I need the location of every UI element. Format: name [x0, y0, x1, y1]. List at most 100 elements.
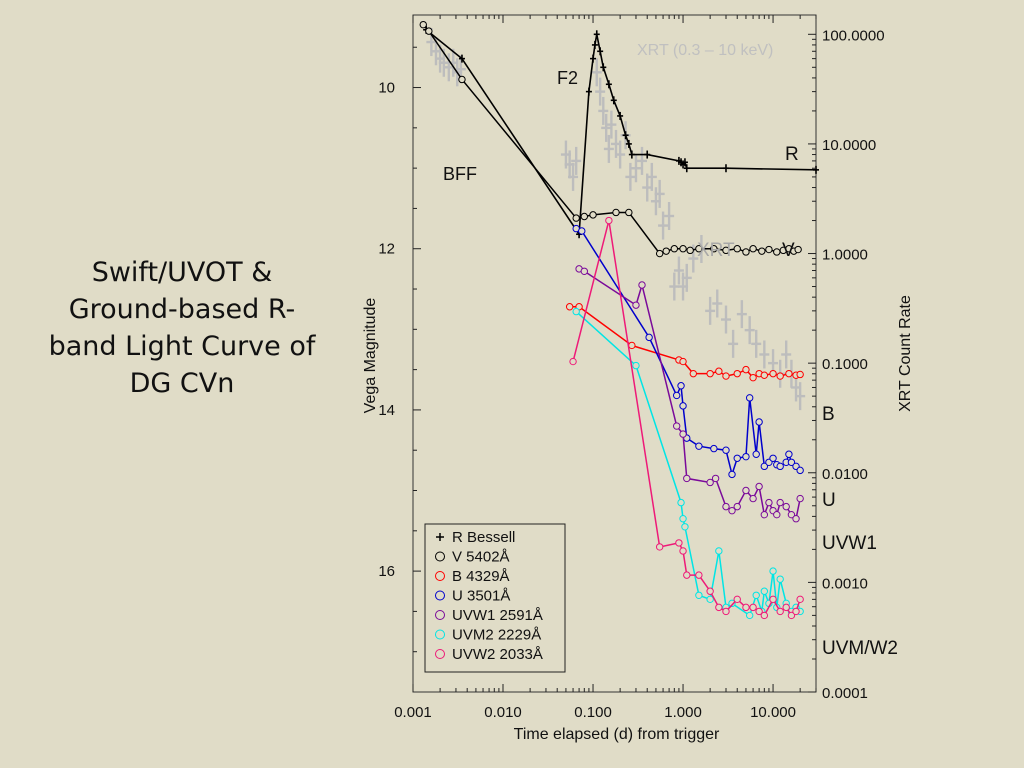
annotation-label: F2: [557, 68, 578, 88]
y2-tick-label: 0.1000: [822, 356, 868, 373]
data-point: [755, 607, 763, 616]
data-point: [419, 20, 427, 29]
x-tick-label: 10.000: [750, 704, 796, 721]
annotation-label: U: [822, 490, 836, 511]
y-tick-label: 10: [378, 80, 395, 97]
data-point: [565, 303, 574, 311]
legend-marker: [435, 551, 445, 562]
data-point: [580, 267, 589, 275]
data-point: [695, 591, 703, 599]
legend-label: UVM2 2229Å: [452, 627, 541, 644]
data-point: [733, 595, 741, 604]
annotation-label: XRT (0.3 – 10 keV): [637, 42, 773, 59]
plot-border: [412, 14, 817, 693]
data-point: [715, 547, 723, 555]
data-point: [769, 595, 777, 604]
data-point: [787, 510, 796, 519]
data-point: [733, 369, 741, 378]
data-point: [733, 245, 741, 253]
legend-label: R Bessell: [452, 529, 515, 546]
data-point: [752, 450, 760, 458]
annotation-layer: XRT (0.3 – 10 keV) F2 BFF XRT R V B U UVW1 UVM/W2: [443, 42, 898, 659]
data-point: [638, 281, 646, 289]
data-point: [695, 571, 703, 579]
annotation-label: V: [782, 240, 795, 261]
data-point: [715, 367, 723, 375]
y2-tick-label: 10.0000: [822, 137, 876, 154]
series-layer: [419, 20, 819, 620]
annotation-label: BFF: [443, 164, 477, 184]
data-point: [706, 478, 714, 487]
data-point: [677, 498, 685, 507]
data-point: [742, 452, 750, 461]
data-point: [792, 515, 800, 523]
legend-marker: [435, 629, 445, 640]
data-point: [679, 515, 687, 523]
x-axis-label: Time elapsed (d) from trigger: [514, 726, 720, 743]
data-point: [670, 245, 679, 253]
data-point: [792, 607, 800, 616]
data-point: [776, 607, 784, 616]
y2-axis-label: XRT Count Rate: [897, 295, 914, 412]
data-point: [645, 333, 653, 342]
data-point: [796, 494, 804, 503]
y2-tick-label: 100.0000: [822, 27, 885, 44]
data-point: [628, 341, 636, 350]
data-point: [760, 371, 769, 379]
legend-label: UVW1 2591Å: [452, 607, 543, 624]
data-point: [755, 482, 763, 491]
data-point: [776, 575, 784, 583]
data-point: [742, 365, 750, 374]
data-point: [782, 502, 790, 511]
series-b: [565, 303, 804, 382]
data-point: [728, 470, 736, 479]
annotation-label: UVW1: [822, 533, 877, 554]
data-point: [749, 245, 757, 253]
series-v: [419, 20, 802, 258]
data-point: [742, 603, 750, 612]
data-point: [728, 506, 736, 515]
series-uvw2: [569, 216, 804, 620]
axes-layer: 0.001 0.010 0.100 1.000 10.000 Time elapsed (…: [362, 15, 914, 743]
data-point: [749, 603, 757, 612]
data-point: [733, 454, 741, 462]
data-point: [710, 245, 718, 253]
y-axis-label: Vega Magnitude: [362, 298, 379, 414]
data-point: [679, 245, 687, 253]
series-uvw1: [575, 265, 804, 523]
data-point: [715, 603, 723, 612]
x-tick-label: 0.001: [394, 704, 432, 721]
data-point: [706, 369, 714, 378]
data-point: [612, 208, 620, 217]
data-point: [683, 571, 691, 579]
data-point: [677, 382, 685, 390]
data-point: [728, 599, 736, 608]
data-point: [796, 370, 804, 379]
data-point: [745, 394, 754, 402]
data-point: [679, 357, 687, 366]
data-point: [425, 27, 433, 35]
data-point: [776, 462, 784, 471]
data-point: [722, 607, 730, 616]
x-tick-label: 0.010: [484, 704, 522, 721]
y-tick-label: 14: [378, 402, 395, 419]
legend-label: V 5402Å: [452, 549, 510, 566]
data-point: [787, 611, 796, 620]
data-point: [769, 567, 777, 575]
data-point: [706, 595, 714, 604]
data-point: [769, 454, 777, 462]
y-tick-label: 16: [378, 563, 395, 580]
data-point: [722, 246, 730, 255]
y2-tick-label: 0.0010: [822, 575, 868, 592]
data-point: [773, 510, 781, 519]
data-point: [765, 245, 773, 254]
data-point: [769, 369, 777, 378]
data-point: [625, 208, 633, 217]
data-point: [742, 248, 750, 256]
y-tick-label: 12: [378, 241, 395, 258]
data-point: [773, 248, 781, 256]
legend-marker: [435, 610, 445, 620]
data-point: [655, 249, 664, 258]
data-point: [733, 502, 741, 511]
data-point: [782, 603, 790, 612]
